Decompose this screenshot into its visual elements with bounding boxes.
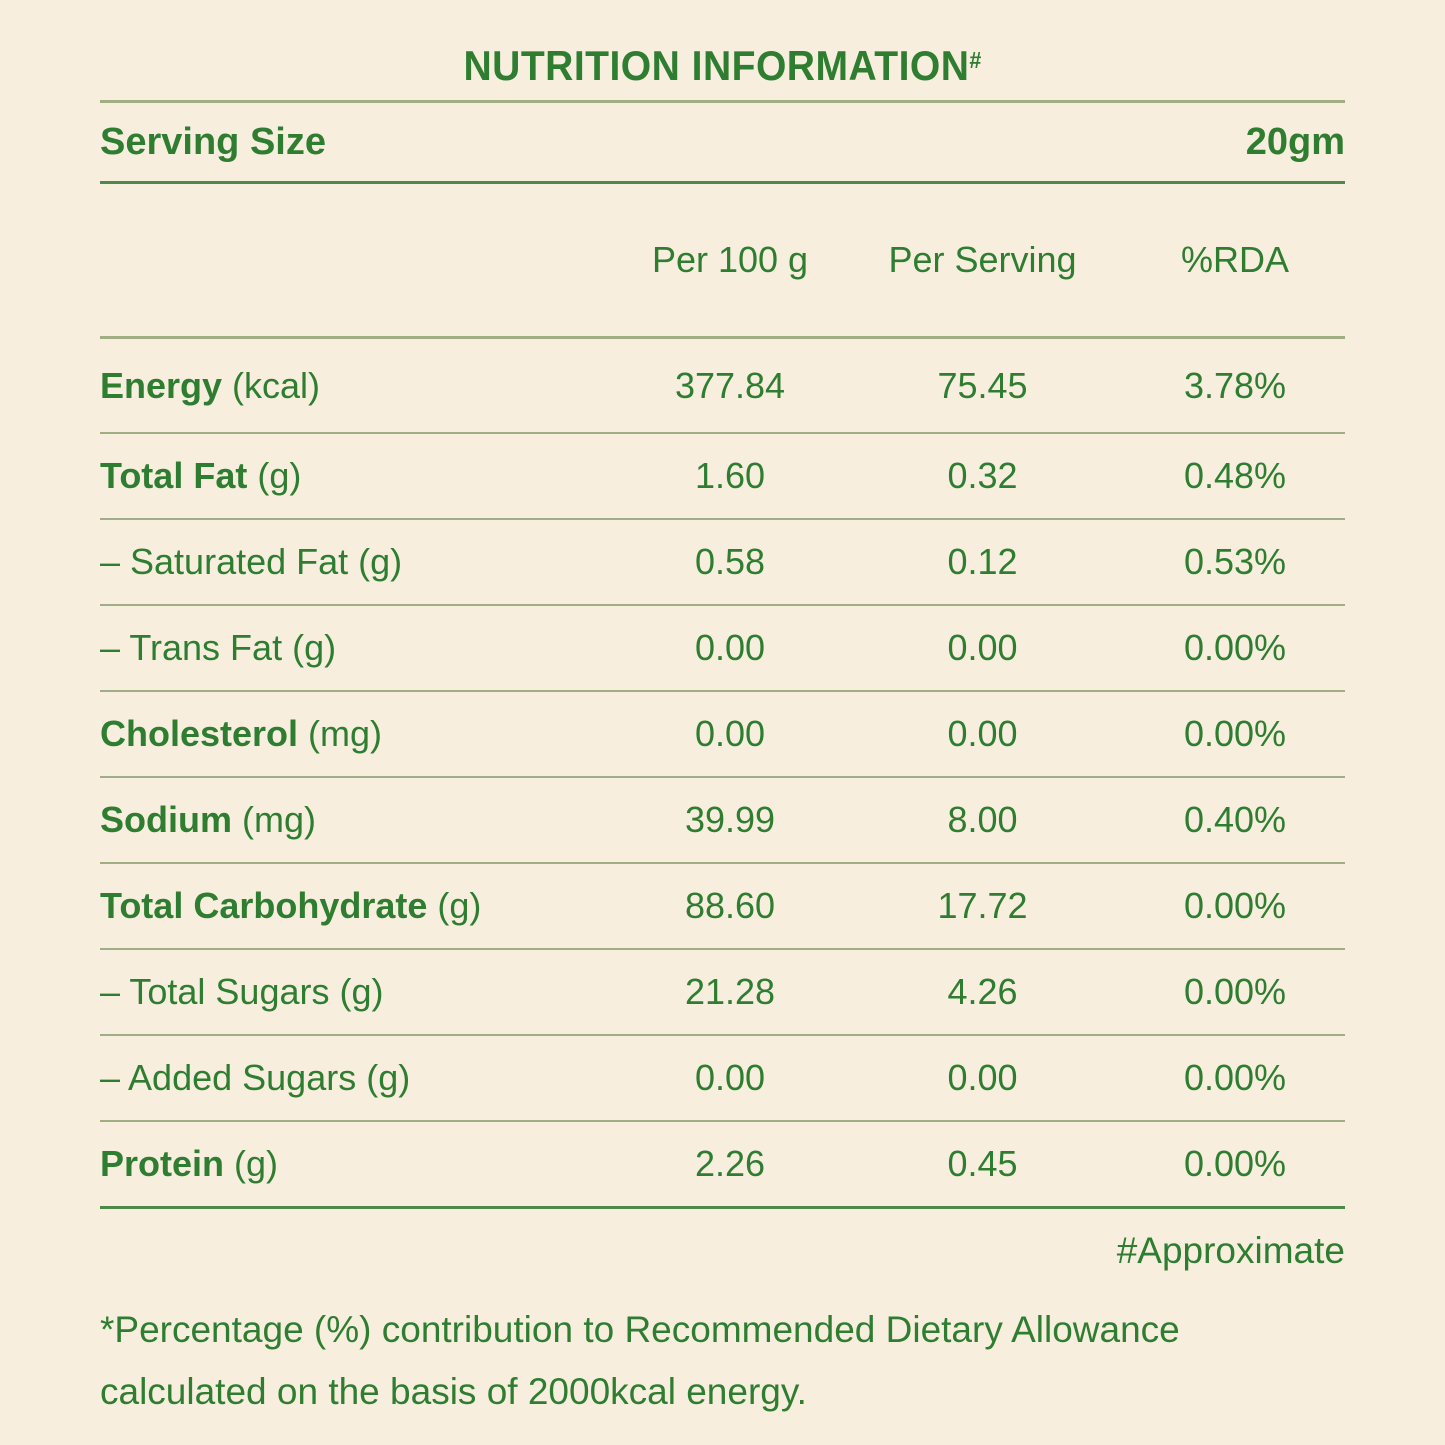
table-row-total-fat: Total Fat (g) 1.60 0.32 0.48%	[100, 434, 1345, 518]
divider	[100, 690, 1345, 692]
row-value-rda: 0.00%	[1183, 1057, 1287, 1098]
rda-footnote: *Percentage (%) contribution to Recommen…	[100, 1309, 1180, 1412]
row-value-per-serving: 17.72	[937, 885, 1028, 926]
table-row-total-sugars: – Total Sugars (g) 21.28 4.26 0.00%	[100, 950, 1345, 1034]
row-value-per-100g: 2.26	[694, 1143, 766, 1184]
divider	[100, 432, 1345, 434]
approximate-note-row: #Approximate	[100, 1209, 1345, 1293]
divider	[100, 181, 1345, 184]
row-value-rda: 0.40%	[1183, 799, 1287, 840]
row-value-per-100g: 39.99	[684, 799, 776, 840]
row-label: – Trans Fat (g)	[100, 627, 337, 668]
row-value-rda: 0.53%	[1183, 541, 1287, 582]
serving-size-row: Serving Size 20gm	[100, 103, 1345, 181]
row-value-per-100g: 1.60	[694, 455, 766, 496]
column-header-per-serving: Per Serving	[888, 239, 1077, 280]
row-value-rda: 0.00%	[1183, 971, 1287, 1012]
row-value-per-serving: 4.26	[947, 971, 1018, 1012]
divider	[100, 862, 1345, 864]
row-label: Cholesterol (mg)	[100, 713, 383, 754]
row-value-per-100g: 88.60	[684, 885, 776, 926]
table-row-total-carbohydrate: Total Carbohydrate (g) 88.60 17.72 0.00%	[100, 864, 1345, 948]
approximate-note: #Approximate	[1116, 1230, 1345, 1271]
row-value-per-100g: 0.00	[694, 713, 766, 754]
table-row-saturated-fat: – Saturated Fat (g) 0.58 0.12 0.53%	[100, 520, 1345, 604]
row-label: Protein (g)	[100, 1143, 279, 1184]
divider	[100, 1034, 1345, 1036]
row-value-per-serving: 8.00	[947, 799, 1018, 840]
table-row-protein: Protein (g) 2.26 0.45 0.00%	[100, 1122, 1345, 1206]
row-label: Energy (kcal)	[100, 364, 321, 406]
divider	[100, 948, 1345, 950]
table-row-sodium: Sodium (mg) 39.99 8.00 0.40%	[100, 778, 1345, 862]
row-value-rda: 0.00%	[1183, 713, 1287, 754]
title-row: NUTRITION INFORMATION#	[100, 0, 1345, 100]
row-value-per-100g: 0.00	[694, 627, 766, 668]
row-label: – Saturated Fat (g)	[100, 541, 403, 582]
row-value-per-100g: 377.84	[674, 364, 786, 406]
row-value-rda: 0.00%	[1183, 627, 1287, 668]
divider	[100, 518, 1345, 520]
row-value-per-serving: 0.12	[947, 541, 1018, 582]
row-value-per-serving: 0.00	[947, 627, 1018, 668]
row-value-rda: 0.00%	[1183, 1143, 1287, 1184]
serving-size-value: 20gm	[1245, 120, 1345, 163]
row-value-rda: 0.00%	[1183, 885, 1287, 926]
row-value-per-serving: 0.00	[947, 713, 1018, 754]
table-row-added-sugars: – Added Sugars (g) 0.00 0.00 0.00%	[100, 1036, 1345, 1120]
table-row-trans-fat: – Trans Fat (g) 0.00 0.00 0.00%	[100, 606, 1345, 690]
column-header-rda: %RDA	[1180, 239, 1290, 280]
row-value-per-serving: 0.00	[947, 1057, 1018, 1098]
divider	[100, 1120, 1345, 1122]
title-superscript: #	[969, 47, 982, 74]
column-header-row: Per 100 g Per Serving %RDA	[100, 184, 1345, 336]
page-title-text: NUTRITION INFORMATION	[463, 42, 970, 89]
row-label: – Total Sugars (g)	[100, 971, 384, 1012]
divider	[100, 336, 1345, 339]
column-header-per-100g: Per 100 g	[651, 239, 809, 280]
row-value-rda: 0.48%	[1183, 455, 1287, 496]
row-value-per-serving: 0.45	[947, 1143, 1018, 1184]
row-label: Total Carbohydrate (g)	[100, 885, 482, 926]
serving-size-label: Serving Size	[100, 120, 326, 163]
row-value-per-100g: 0.00	[694, 1057, 766, 1098]
table-row-cholesterol: Cholesterol (mg) 0.00 0.00 0.00%	[100, 692, 1345, 776]
divider	[100, 100, 1345, 103]
divider	[100, 1206, 1345, 1209]
row-value-per-serving: 75.45	[937, 364, 1028, 406]
row-value-per-100g: 21.28	[684, 971, 776, 1012]
row-value-rda: 3.78%	[1183, 364, 1287, 406]
divider	[100, 776, 1345, 778]
row-label: Total Fat (g)	[100, 455, 302, 496]
row-label: – Added Sugars (g)	[100, 1057, 411, 1098]
row-value-per-100g: 0.58	[694, 541, 766, 582]
page-title: NUTRITION INFORMATION#	[463, 42, 981, 90]
row-label: Sodium (mg)	[100, 799, 316, 840]
row-value-per-serving: 0.32	[947, 455, 1018, 496]
table-row-energy: Energy (kcal) 377.84 75.45 3.78%	[100, 339, 1345, 432]
divider	[100, 604, 1345, 606]
